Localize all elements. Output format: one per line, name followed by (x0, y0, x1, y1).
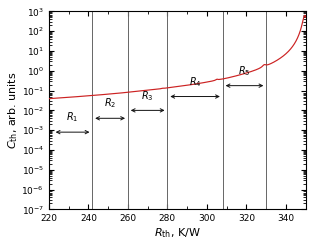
Text: $R_3$: $R_3$ (141, 89, 154, 103)
Y-axis label: $C_{\mathrm{th}}$, arb. units: $C_{\mathrm{th}}$, arb. units (6, 72, 20, 149)
Text: $R_2$: $R_2$ (104, 97, 116, 110)
Text: $R_4$: $R_4$ (189, 75, 202, 89)
X-axis label: $R_{\mathrm{th}}$, K/W: $R_{\mathrm{th}}$, K/W (154, 226, 201, 240)
Text: $R_5$: $R_5$ (238, 64, 251, 78)
Text: $R_1$: $R_1$ (66, 110, 79, 124)
